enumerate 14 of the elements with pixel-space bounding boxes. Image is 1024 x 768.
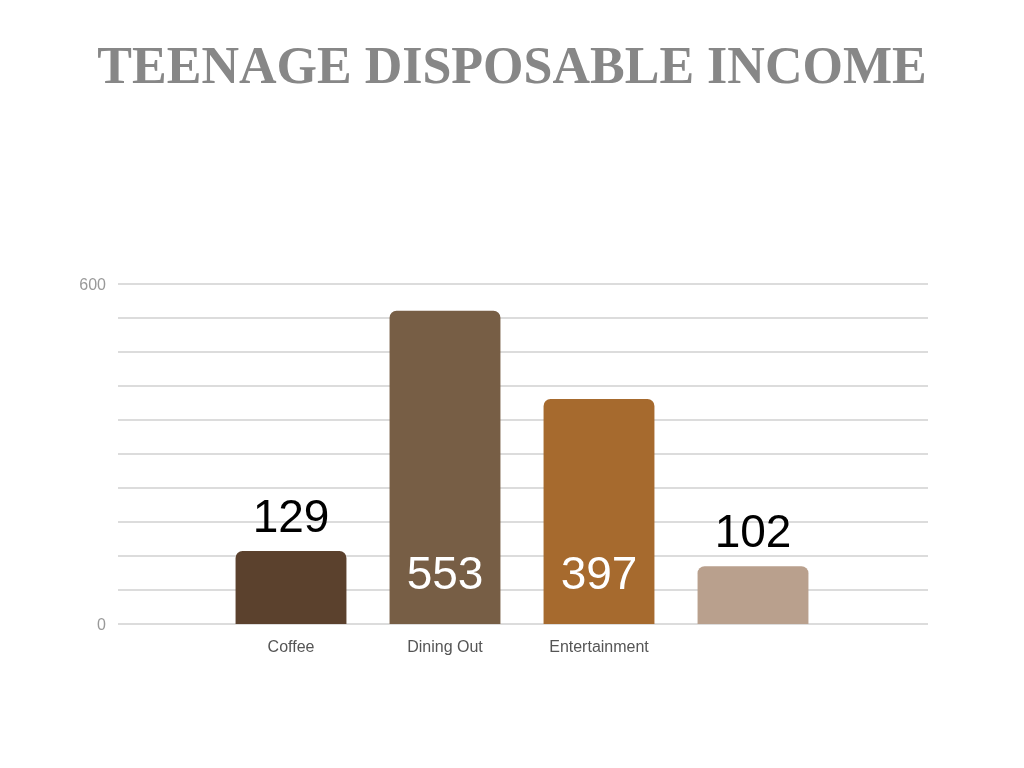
y-tick-label: 600 [79,275,107,293]
chart-title: TEENAGE DISPOSABLE INCOME [97,36,927,94]
bar [543,399,655,624]
x-tick-label: Entertainment [549,637,650,655]
bar [697,566,809,624]
x-tick-label: Dining Out [407,637,484,655]
data-label: 553 [406,547,484,599]
x-tick-label: Coffee [267,637,315,655]
data-label: 397 [560,547,638,599]
bar [389,310,501,624]
data-label: 102 [714,505,792,558]
bar [235,550,347,624]
data-label: 129 [252,489,330,542]
y-tick-label: 0 [97,615,107,633]
